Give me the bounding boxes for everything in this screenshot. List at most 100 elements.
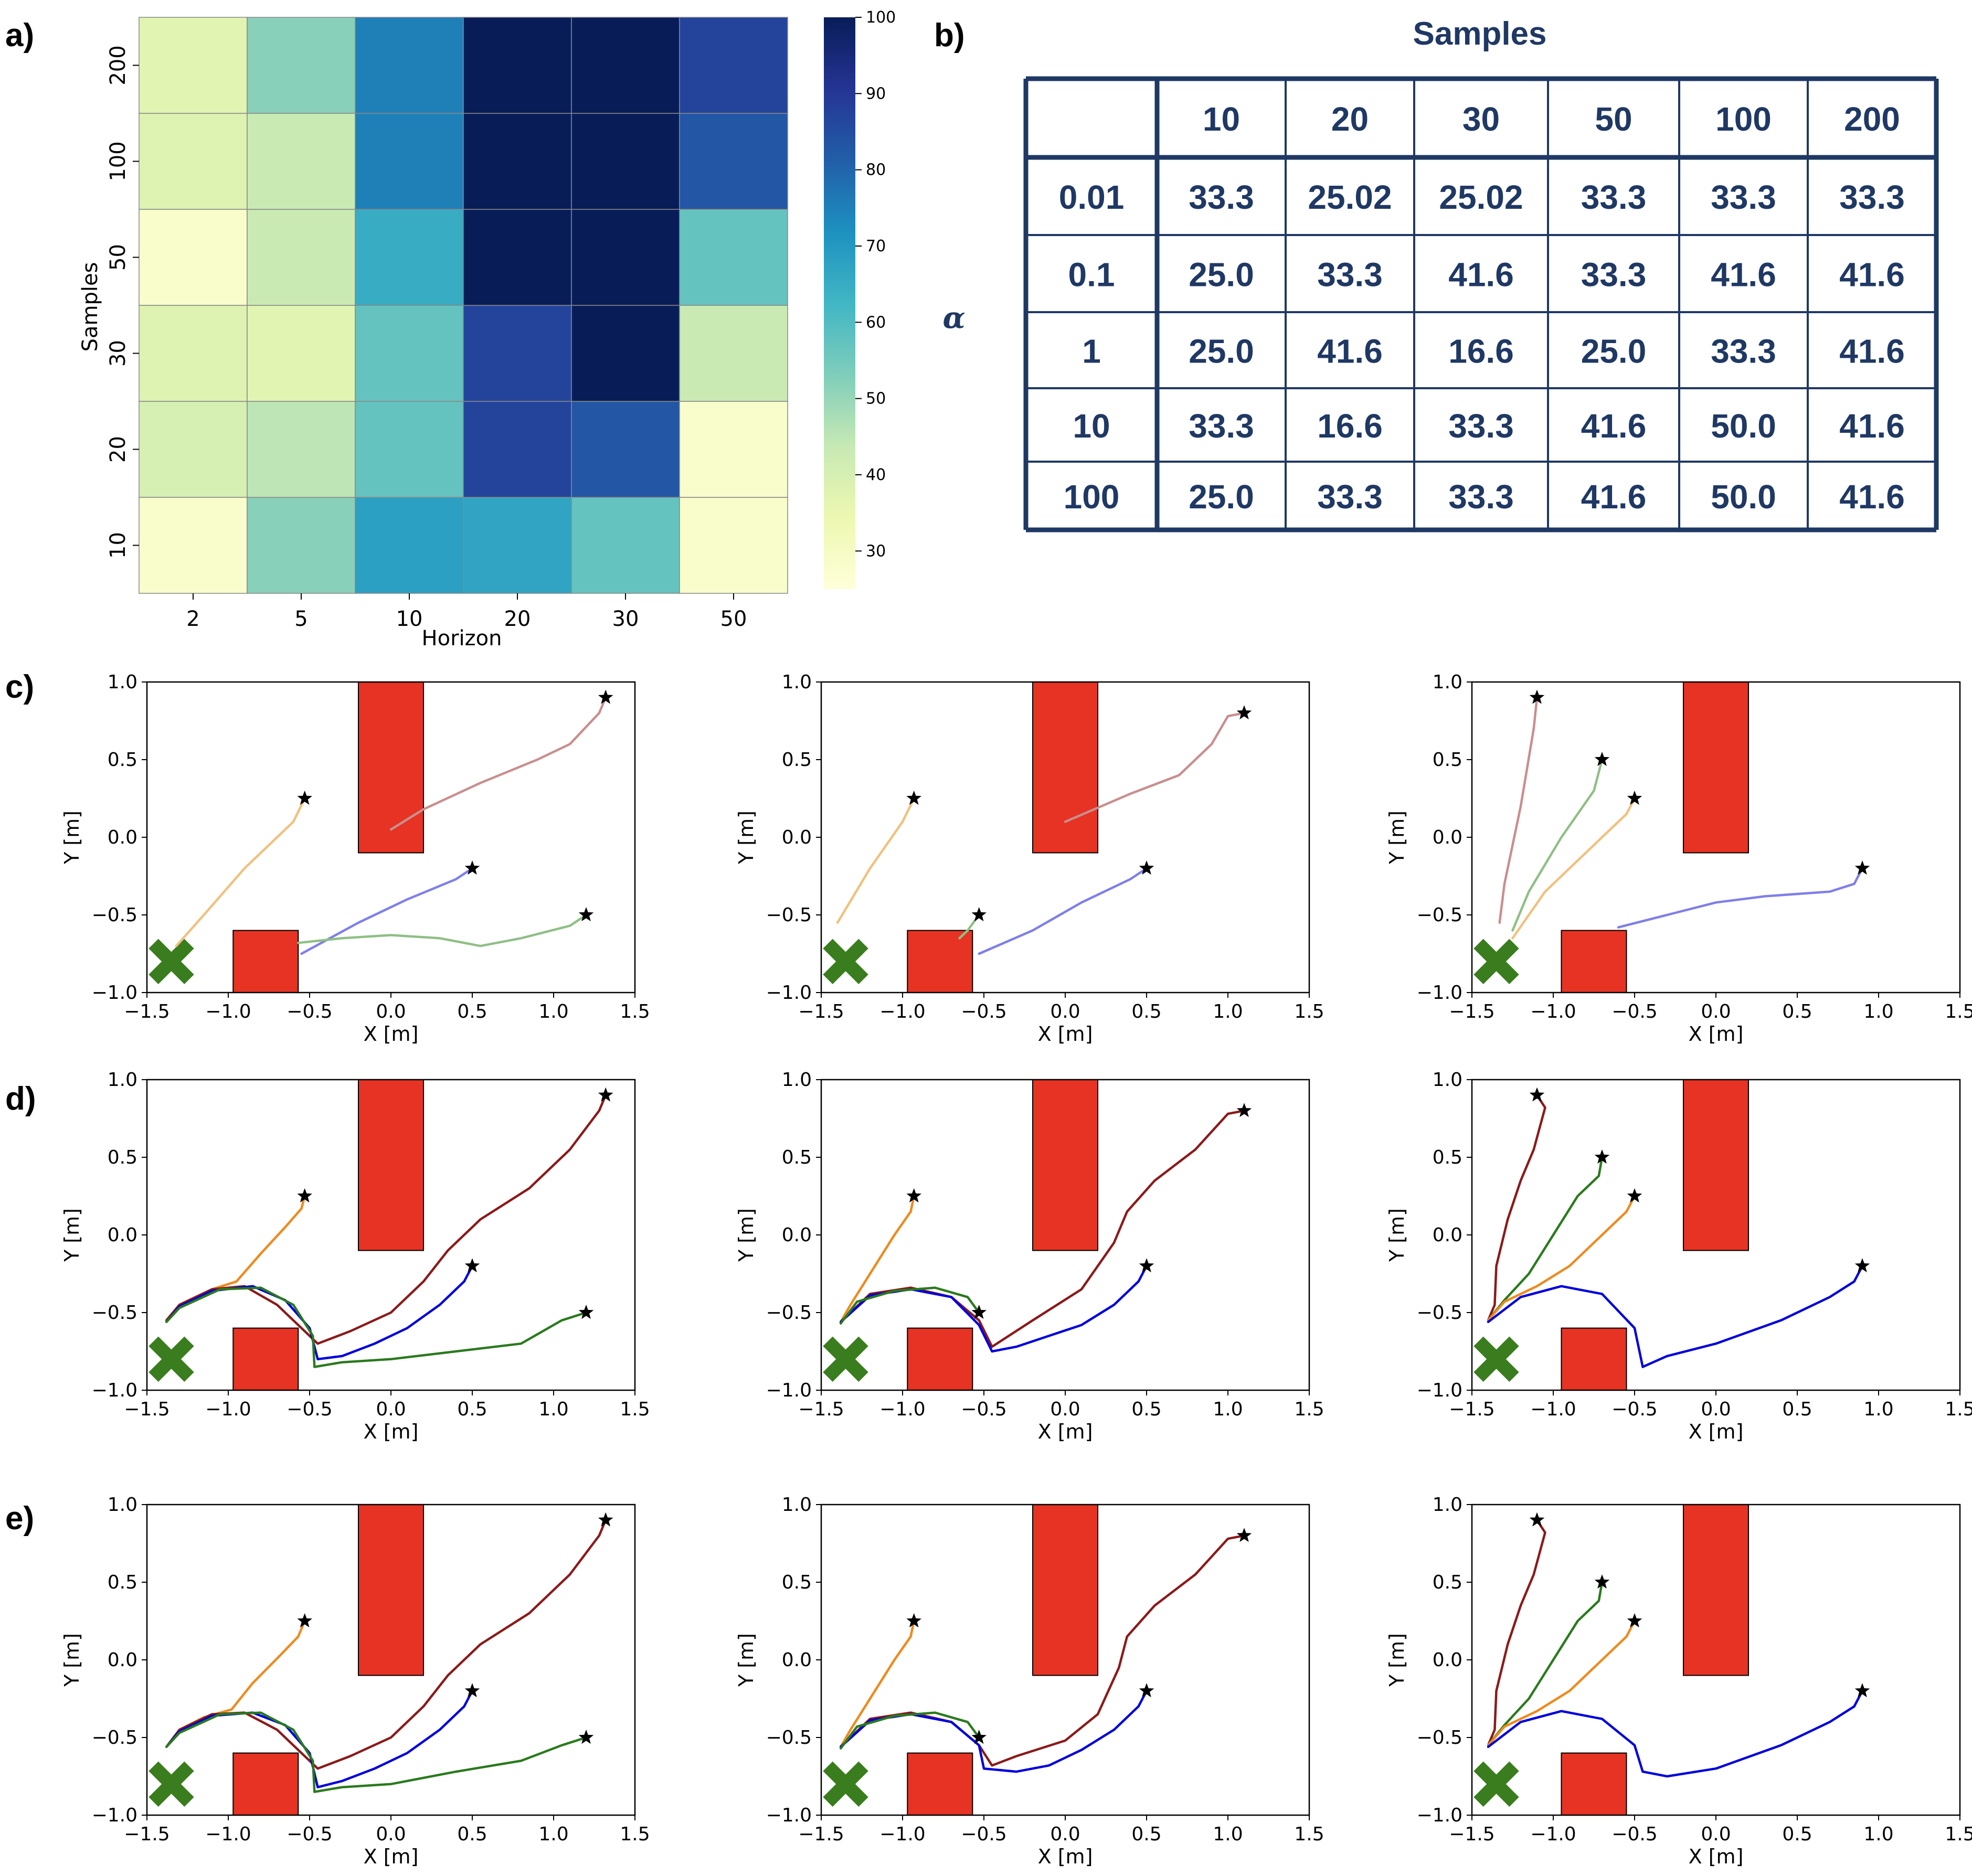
trajectory-plot-d-right: −1.5 −1.0 −0.5 0.0 0.5 1.0 1.5−1.0−0.50.00.51.…: [1385, 1069, 1972, 1443]
trajectory-plot-d-left: −1.5 −1.0 −0.5 0.0 0.5 1.0 1.5−1.0−0.50.00.51.…: [60, 1069, 650, 1443]
results-table: Samples α 10 20 30 50 100 200 0.01 33.3 25.02 25.…: [942, 16, 1939, 532]
star-icon: [1594, 1574, 1610, 1589]
x-cross-icon: [823, 1761, 868, 1807]
trajectory-line: [165, 1689, 474, 1788]
x-tick-label: −1.0: [1530, 1001, 1576, 1022]
y-tick-label: 0.5: [1433, 1572, 1462, 1593]
y-tick-label: 0.5: [108, 749, 137, 771]
star-icon: [1139, 860, 1154, 875]
x-cross-icon: [149, 939, 194, 984]
table-cell: 25.0: [1189, 478, 1254, 516]
y-axis-label: Y [m]: [735, 811, 758, 865]
table-cell: 33.3: [1711, 333, 1776, 370]
x-axis-label: X [m]: [1038, 1845, 1093, 1868]
y-tick-label: −1.0: [766, 982, 812, 1004]
y-axis-label: Y [m]: [1385, 811, 1408, 865]
star-icon: [578, 1305, 594, 1319]
x-tick-label: −1.0: [205, 1001, 251, 1022]
y-tick-label: −0.5: [1417, 1302, 1462, 1324]
heatmap-x-ticks: 2 5 10 20 30 50: [186, 593, 747, 631]
table-cell: 41.6: [1581, 478, 1647, 516]
star-icon: [906, 791, 921, 805]
x-tick-label: 0.0: [1050, 1399, 1080, 1420]
y-tick-label: 0.0: [782, 1649, 812, 1671]
trajectory-line: [839, 1711, 980, 1750]
x-tick-label: −0.5: [287, 1001, 332, 1022]
colorbar-tick-label: 80: [866, 161, 886, 179]
x-tick-label: 1.0: [538, 1399, 568, 1420]
y-tick-label: −0.5: [92, 1302, 137, 1324]
trajectory-line: [297, 913, 588, 947]
trajectory-line: [300, 867, 474, 955]
heatmap-y-tick-label: 30: [106, 340, 130, 367]
y-tick-label: 0.0: [1433, 1224, 1462, 1246]
table-column-header: Samples: [1413, 16, 1546, 52]
y-tick-label: −1.0: [92, 1380, 137, 1401]
x-tick-label: −0.5: [287, 1399, 332, 1420]
trajectory-line: [839, 1195, 915, 1324]
colorbar-tick-label: 40: [866, 466, 886, 484]
x-tick-label: −1.5: [798, 1824, 844, 1845]
trajectory-line: [1617, 867, 1864, 929]
heatmap-cell: [247, 305, 356, 402]
x-tick-label: −1.0: [879, 1001, 925, 1022]
heatmap-cell: [679, 17, 788, 114]
table-cell: 33.3: [1317, 256, 1383, 294]
y-tick-label: 0.5: [1433, 749, 1462, 771]
obstacle-block: [1683, 1079, 1749, 1251]
x-tick-label: 1.5: [620, 1001, 650, 1022]
heatmap-cell: [355, 497, 464, 594]
table-column-label: 200: [1844, 100, 1900, 138]
x-tick-label: −1.5: [124, 1001, 169, 1022]
table-column-label: 30: [1462, 100, 1500, 138]
x-cross-icon: [823, 1336, 868, 1382]
obstacle-block: [358, 1079, 424, 1251]
table-row-label: 1: [1082, 333, 1101, 370]
trajectory-line: [175, 797, 306, 947]
trajectory-line: [1487, 1195, 1636, 1322]
trajectory-line: [165, 1094, 607, 1345]
x-cross-icon: [149, 1761, 194, 1807]
y-tick-label: 0.5: [108, 1147, 137, 1168]
x-tick-label: 0.5: [457, 1001, 487, 1022]
y-tick-label: −1.0: [1417, 1380, 1462, 1401]
x-tick-label: 1.5: [620, 1824, 650, 1845]
star-icon: [1627, 791, 1642, 805]
table-row-label: 100: [1064, 478, 1120, 516]
table-cell: 25.02: [1308, 178, 1392, 216]
heatmap-cell: [247, 401, 356, 498]
obstacle-block: [907, 1752, 973, 1816]
x-tick-label: 0.5: [1782, 1824, 1812, 1845]
heatmap-cell: [139, 209, 248, 306]
y-tick-label: 0.0: [1433, 1649, 1462, 1671]
heatmap-cell: [247, 497, 356, 594]
x-axis-label: X [m]: [1689, 1420, 1744, 1443]
y-tick-label: 0.5: [782, 749, 812, 771]
x-tick-label: −0.5: [1611, 1399, 1657, 1420]
star-icon: [598, 1512, 613, 1527]
y-axis-label: Y [m]: [735, 1633, 758, 1687]
x-tick-label: 0.0: [376, 1001, 406, 1022]
heatmap-cell: [571, 401, 680, 498]
heatmap-cell: [139, 305, 248, 402]
star-icon: [1594, 1149, 1610, 1164]
x-tick-label: −0.5: [1611, 1824, 1657, 1845]
trajectory-line: [1487, 1156, 1604, 1322]
x-axis-label: X [m]: [1689, 1845, 1744, 1868]
star-icon: [464, 860, 480, 875]
heatmap-cell: [247, 17, 356, 114]
table-cell: 33.3: [1189, 407, 1254, 445]
y-tick-label: 1.0: [1433, 1069, 1462, 1091]
table-cell: 41.6: [1839, 256, 1905, 294]
table-row-label: 10: [1073, 407, 1110, 445]
heatmap-cell: [139, 17, 248, 114]
heatmap-cell: [679, 497, 788, 594]
trajectory-line: [165, 1264, 474, 1361]
x-tick-label: 1.5: [1294, 1824, 1324, 1845]
star-icon: [1139, 1683, 1154, 1698]
star-icon: [297, 1188, 312, 1203]
heatmap-y-tick-label: 20: [106, 436, 130, 463]
table-cell: 25.02: [1439, 178, 1523, 216]
colorbar: [824, 17, 855, 589]
